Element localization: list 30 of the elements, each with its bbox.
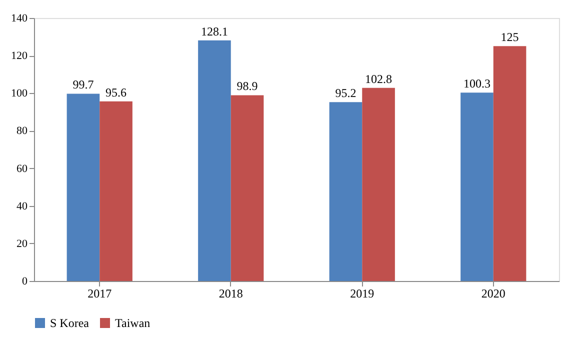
bar xyxy=(329,102,362,281)
y-tick-label: 80 xyxy=(16,125,28,138)
bar xyxy=(362,88,395,281)
bar xyxy=(66,94,100,281)
y-tick-label: 40 xyxy=(16,200,28,212)
y-tick-label: 20 xyxy=(16,238,28,250)
bar xyxy=(100,101,132,281)
data-label: 102.8 xyxy=(365,72,392,86)
data-label: 95.2 xyxy=(335,86,356,100)
legend-label: S Korea xyxy=(50,316,90,330)
data-label: 95.6 xyxy=(106,85,127,100)
y-tick-label: 120 xyxy=(11,50,28,62)
data-label: 100.3 xyxy=(463,76,490,91)
y-tick-label: 0 xyxy=(22,276,28,288)
y-tick-label: 100 xyxy=(11,88,28,100)
x-tick-label: 2019 xyxy=(350,286,374,300)
bar xyxy=(198,40,231,281)
bar xyxy=(493,46,526,281)
bar xyxy=(230,95,264,281)
data-label: 98.9 xyxy=(236,79,258,94)
data-label: 125 xyxy=(500,30,519,44)
legend-label: Taiwan xyxy=(115,316,150,330)
bar xyxy=(460,92,494,281)
y-tick-label: 60 xyxy=(16,162,28,175)
x-tick-label: 2020 xyxy=(481,286,506,300)
x-tick-label: 2017 xyxy=(88,286,112,300)
x-tick-label: 2018 xyxy=(218,286,243,300)
data-label: 99.7 xyxy=(72,78,94,92)
y-tick-label: 140 xyxy=(11,12,28,24)
data-label: 128.1 xyxy=(200,24,228,38)
